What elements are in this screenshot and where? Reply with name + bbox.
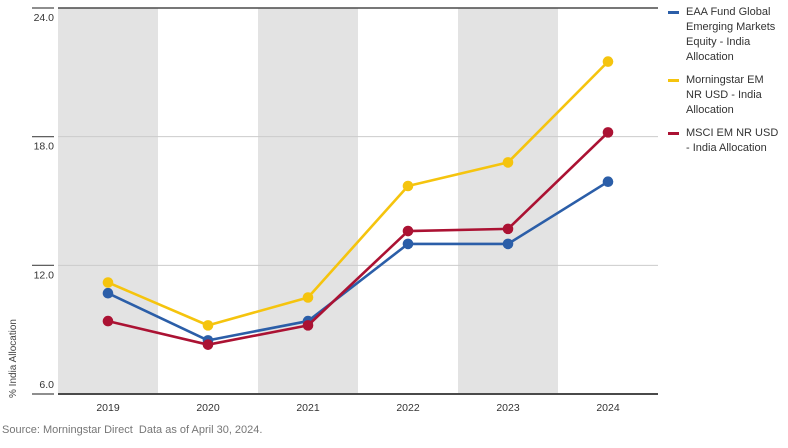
data-point-1-2024 xyxy=(602,56,614,67)
data-point-1-2020 xyxy=(202,320,214,331)
data-point-2-2022 xyxy=(402,225,414,237)
data-point-1-2019 xyxy=(102,277,114,288)
y-tick-label: 12.0 xyxy=(34,269,55,281)
legend-swatch-icon xyxy=(668,132,679,135)
legend-swatch-icon xyxy=(668,11,679,14)
data-point-0-2022 xyxy=(402,238,414,250)
legend-item-1: Morningstar EM NR USD - India Allocation xyxy=(668,73,782,118)
data-point-1-2022 xyxy=(402,180,414,192)
data-point-0-2023 xyxy=(502,238,514,250)
data-point-2-2024 xyxy=(602,127,614,138)
data-point-1-2021 xyxy=(302,292,314,303)
x-tick-label-2022: 2022 xyxy=(396,402,420,414)
x-tick-label-2020: 2020 xyxy=(196,402,220,414)
data-point-0-2019 xyxy=(102,287,114,299)
year-band-2023 xyxy=(458,8,558,394)
x-tick-label-2021: 2021 xyxy=(296,402,320,414)
y-tick-label: 6.0 xyxy=(39,379,54,391)
y-tick-label: 18.0 xyxy=(34,141,55,153)
legend-label: Morningstar EM NR USD - India Allocation xyxy=(686,74,764,116)
data-point-1-2023 xyxy=(502,157,514,168)
line-chart: 6.0 12.0 18.0 24.0 2019 2020 2021 2022 2023 2024%… xyxy=(8,7,658,414)
legend-label: MSCI EM NR USD - India Allocation xyxy=(686,127,779,154)
source-note: Source: Morningstar Direct Data as of Ap… xyxy=(2,424,263,436)
legend-label: EAA Fund Global Emerging Markets Equity … xyxy=(686,6,776,63)
series-line-2 xyxy=(106,131,610,346)
data-point-2-2020 xyxy=(202,339,214,350)
x-tick-label-2019: 2019 xyxy=(96,402,120,414)
x-tick-label-2024: 2024 xyxy=(596,402,620,414)
data-point-2-2023 xyxy=(502,223,514,235)
legend-item-0: EAA Fund Global Emerging Markets Equity … xyxy=(668,5,782,65)
year-band-2019 xyxy=(58,8,158,394)
year-band-2021 xyxy=(258,8,358,394)
series-line-0 xyxy=(106,180,610,342)
series-line-1 xyxy=(106,60,610,327)
data-point-0-2024 xyxy=(602,176,614,187)
legend-swatch-icon xyxy=(668,79,679,82)
x-tick-label-2023: 2023 xyxy=(496,402,520,414)
y-axis-title: % India Allocation xyxy=(8,319,19,398)
data-point-2-2019 xyxy=(102,315,114,327)
data-point-2-2021 xyxy=(302,320,314,331)
legend-item-2: MSCI EM NR USD - India Allocation xyxy=(668,126,782,156)
chart-legend: EAA Fund Global Emerging Markets Equity … xyxy=(668,5,782,164)
y-tick-label: 24.0 xyxy=(34,12,55,24)
